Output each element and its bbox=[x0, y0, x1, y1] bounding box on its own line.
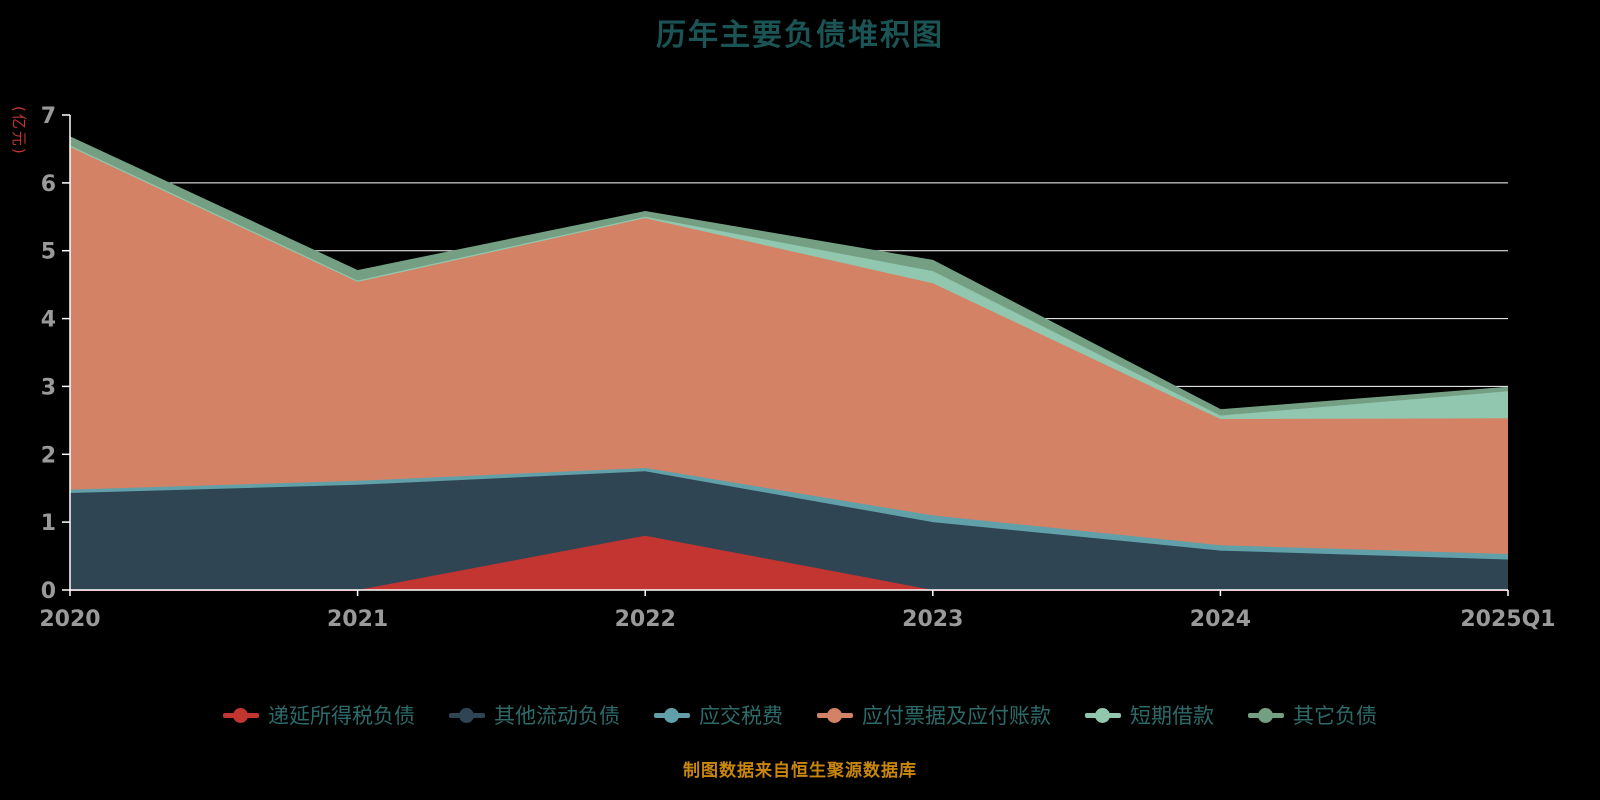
legend-item-label: 递延所得税负债 bbox=[268, 704, 415, 728]
x-tick-label: 2023 bbox=[902, 607, 963, 632]
x-tick-label: 2020 bbox=[39, 607, 100, 632]
legend-marker-icon bbox=[223, 707, 259, 723]
legend-marker-icon bbox=[1085, 707, 1121, 723]
series-line-5 bbox=[69, 136, 1509, 412]
legend-item-label: 其它负债 bbox=[1293, 704, 1377, 728]
footer-note: 制图数据来自恒生聚源数据库 bbox=[683, 761, 917, 781]
legend-item-label: 应付票据及应付账款 bbox=[862, 704, 1051, 728]
legend-marker-icon bbox=[1248, 707, 1284, 723]
y-tick-label: 7 bbox=[41, 104, 56, 129]
series-area-3 bbox=[70, 146, 1508, 554]
legend-item-3[interactable]: 应付票据及应付账款 bbox=[817, 700, 1051, 730]
y-tick-label: 4 bbox=[41, 308, 56, 333]
series-area-5 bbox=[70, 137, 1508, 416]
legend-marker-icon bbox=[817, 707, 853, 723]
x-tick-label: 2021 bbox=[327, 607, 388, 632]
series-line-2 bbox=[69, 466, 1509, 555]
legend-marker-icon bbox=[449, 707, 485, 723]
series-area-1 bbox=[70, 471, 1508, 590]
x-tick-label: 2025Q1 bbox=[1460, 607, 1555, 632]
legend-marker-icon bbox=[654, 707, 690, 723]
legend-item-4[interactable]: 短期借款 bbox=[1085, 700, 1214, 730]
y-tick-label: 5 bbox=[41, 240, 56, 265]
legend-item-5[interactable]: 其它负债 bbox=[1248, 700, 1377, 730]
y-tick-label: 1 bbox=[41, 511, 56, 536]
legend-item-label: 其他流动负债 bbox=[494, 704, 620, 728]
x-tick-label: 2022 bbox=[615, 607, 676, 632]
y-tick-label: 0 bbox=[41, 579, 56, 604]
y-tick-label: 6 bbox=[41, 172, 56, 197]
x-tick-label: 2024 bbox=[1190, 607, 1251, 632]
chart-title: 历年主要负债堆积图 bbox=[656, 18, 944, 53]
series-area-0 bbox=[70, 535, 1508, 590]
legend-item-2[interactable]: 应交税费 bbox=[654, 700, 783, 730]
legend-item-1[interactable]: 其他流动负债 bbox=[449, 700, 620, 730]
plot-area: 0 1 2 3 4 5 6 7 2020 2021 2022 2023 2024 2025Q1 bbox=[39, 104, 1555, 632]
legend: 递延所得税负债 其他流动负债 应交税费 应付票据及应付账款 短期借款 其它负债 bbox=[0, 700, 1600, 730]
y-tick-label: 2 bbox=[41, 443, 56, 468]
legend-item-label: 应交税费 bbox=[699, 704, 783, 728]
y-tick-label: 3 bbox=[41, 375, 56, 400]
legend-item-label: 短期借款 bbox=[1130, 704, 1214, 728]
legend-item-0[interactable]: 递延所得税负债 bbox=[223, 700, 415, 730]
